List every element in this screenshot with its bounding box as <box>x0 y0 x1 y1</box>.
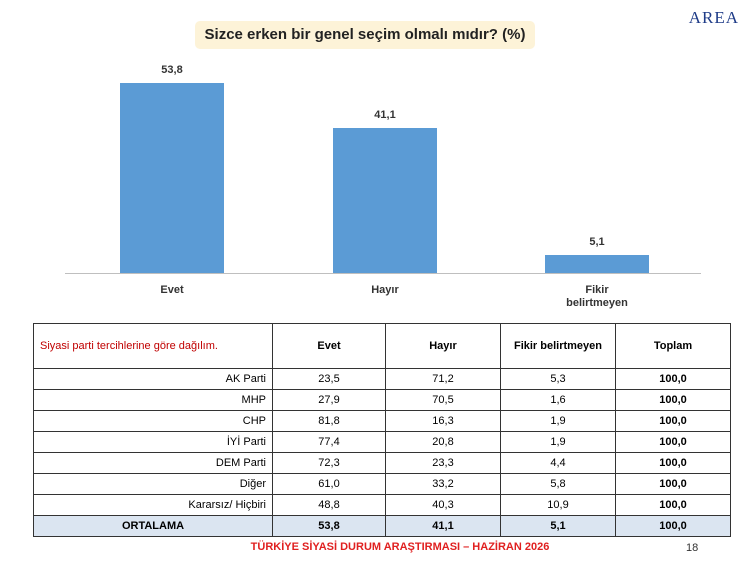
table-cell: 23,5 <box>272 368 386 390</box>
bar <box>120 83 224 273</box>
header-cell: Toplam <box>615 323 731 369</box>
header-cell: Evet <box>272 323 386 369</box>
table-cell: 10,9 <box>500 494 616 516</box>
table-cell: 1,6 <box>500 389 616 411</box>
value-label: 5,1 <box>589 235 605 248</box>
row-label: Kararsız/ Hiçbiri <box>33 494 273 516</box>
table-row: MHP 27,9 70,5 1,6 100,0 <box>33 389 731 411</box>
table-cell: 48,8 <box>272 494 386 516</box>
table-cell: 33,2 <box>385 473 501 495</box>
table-cell: 100,0 <box>615 494 731 516</box>
value-label: 41,1 <box>374 108 396 121</box>
row-label: İYİ Parti <box>33 431 273 453</box>
table-cell: 100,0 <box>615 389 731 411</box>
table-cell: 27,9 <box>272 389 386 411</box>
page-number: 18 <box>686 542 699 554</box>
table-cell: 1,9 <box>500 431 616 453</box>
table-row: İYİ Parti 77,4 20,8 1,9 100,0 <box>33 431 731 453</box>
header-cell: Hayır <box>385 323 501 369</box>
table-cell: 81,8 <box>272 410 386 432</box>
table-cell: 1,9 <box>500 410 616 432</box>
table-cell: 40,3 <box>385 494 501 516</box>
table-row: Diğer 61,0 33,2 5,8 100,0 <box>33 473 731 495</box>
table-row: AK Parti 23,5 71,2 5,3 100,0 <box>33 368 731 390</box>
chart-title: Sizce erken bir genel seçim olmalı mıdır… <box>195 21 535 49</box>
table-cell: 100,0 <box>615 473 731 495</box>
table-cell: 72,3 <box>272 452 386 474</box>
bar <box>545 254 649 273</box>
table-cell: 5,3 <box>500 368 616 390</box>
row-label: MHP <box>33 389 273 411</box>
table-cell: 61,0 <box>272 473 386 495</box>
table-row: ORTALAMA 53,8 41,1 5,1 100,0 <box>33 515 731 537</box>
header-row: Siyasi parti tercihlerine göre dağılım. E… <box>33 323 731 369</box>
table-cell: 23,3 <box>385 452 501 474</box>
table-cell: 100,0 <box>615 452 731 474</box>
row-label: DEM Parti <box>33 452 273 474</box>
bar <box>333 127 437 273</box>
table-row: CHP 81,8 16,3 1,9 100,0 <box>33 410 731 432</box>
table-cell: 53,8 <box>272 515 386 537</box>
table: Siyasi parti tercihlerine göre dağılım. E… <box>33 323 731 537</box>
table-cell: 100,0 <box>615 410 731 432</box>
table-row: Kararsız/ Hiçbiri 48,8 40,3 10,9 100,0 <box>33 494 731 516</box>
row-label: CHP <box>33 410 273 432</box>
table-cell: 41,1 <box>385 515 501 537</box>
row-label: ORTALAMA <box>33 515 273 537</box>
table-cell: 100,0 <box>615 431 731 453</box>
footer: TÜRKİYE SİYASİ DURUM ARAŞTIRMASI – HAZİR… <box>250 541 550 553</box>
table-cell: 71,2 <box>385 368 501 390</box>
table-cell: 5,8 <box>500 473 616 495</box>
table-cell: 4,4 <box>500 452 616 474</box>
table-cell: 5,1 <box>500 515 616 537</box>
table-cell: 100,0 <box>615 368 731 390</box>
table-row: DEM Parti 72,3 23,3 4,4 100,0 <box>33 452 731 474</box>
header-cell: Fikir belirtmeyen <box>500 323 616 369</box>
row-label: AK Parti <box>33 368 273 390</box>
x-tick-label: Fikir belirtmeyen <box>566 284 628 309</box>
logo: AREA <box>688 8 739 27</box>
x-tick-label: Hayır <box>371 284 399 296</box>
value-label: 53,8 <box>161 64 183 77</box>
x-tick-label: Evet <box>160 284 184 296</box>
table-cell: 70,5 <box>385 389 501 411</box>
axis-line <box>65 273 701 274</box>
header-cell: Siyasi parti tercihlerine göre dağılım. <box>33 323 273 369</box>
table-cell: 16,3 <box>385 410 501 432</box>
table-cell: 77,4 <box>272 431 386 453</box>
row-label: Diğer <box>33 473 273 495</box>
table-cell: 20,8 <box>385 431 501 453</box>
table-cell: 100,0 <box>615 515 731 537</box>
